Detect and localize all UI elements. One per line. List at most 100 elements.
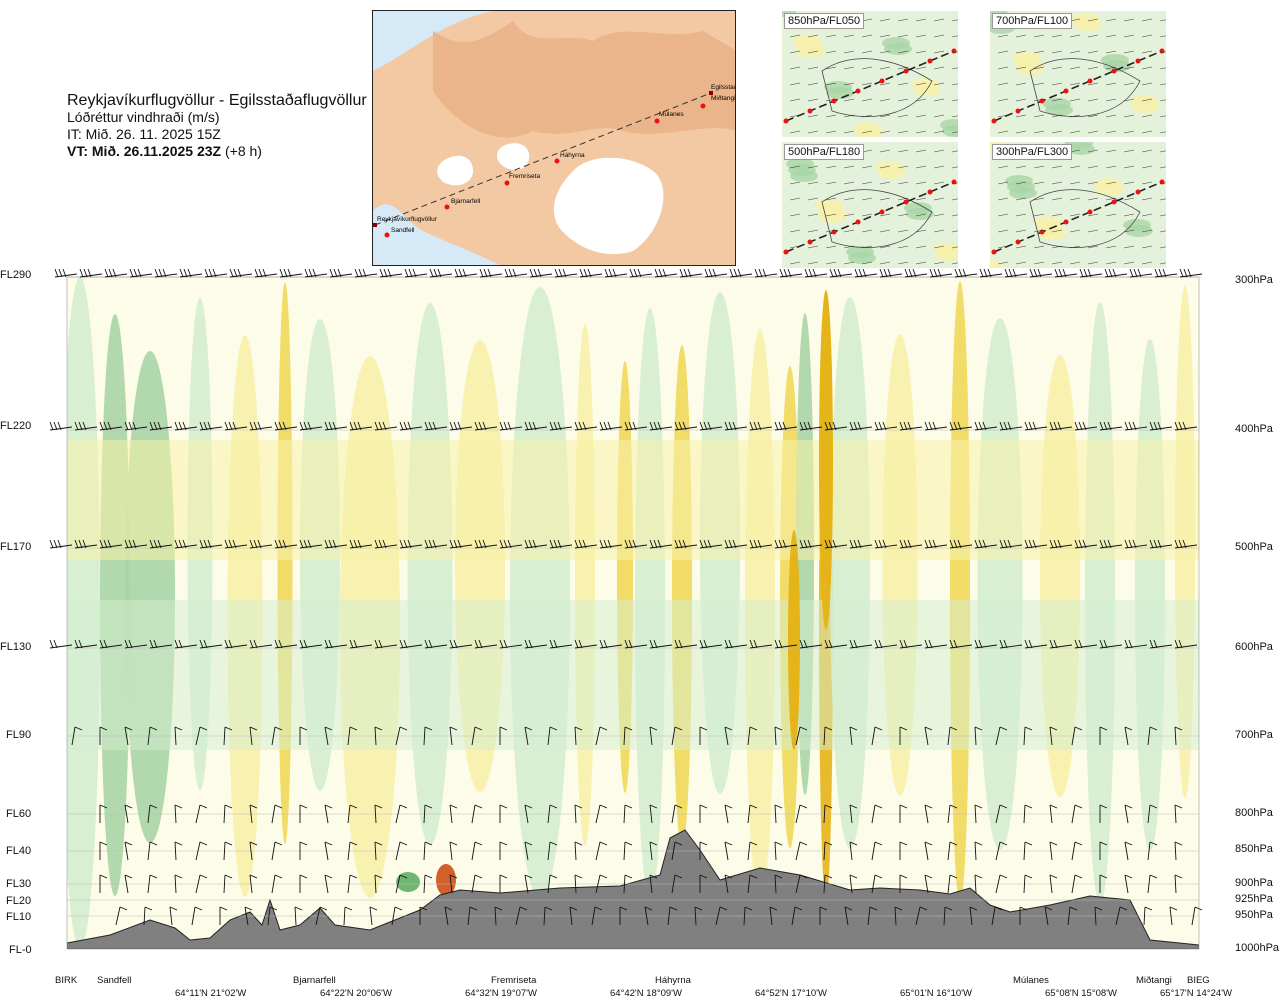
wind-barb-feather [499, 874, 508, 879]
wind-barb-feather [774, 639, 779, 649]
wind-barb [924, 726, 933, 746]
wind-barb [774, 639, 798, 649]
wind-barb-shaft [924, 644, 948, 649]
wind-barb-shaft [349, 644, 373, 649]
thumb-wind-barb [933, 229, 945, 233]
hpa-label-300: 300hPa [1235, 274, 1273, 286]
wind-barb [974, 726, 983, 746]
wind-barb-feather [894, 906, 903, 911]
coordinate-label-4: 64°42'N 18°09'W [610, 988, 682, 999]
wind-barb-shaft [224, 644, 248, 649]
wind-barb [219, 906, 228, 925]
wind-barb-shaft [749, 544, 773, 549]
thumb-wind-barb [879, 82, 891, 86]
wind-barb [99, 421, 123, 431]
wind-barb [147, 874, 158, 894]
wind-barb [871, 874, 883, 894]
thumb-wind-barb [861, 50, 873, 54]
wind-barb-feather [224, 421, 229, 431]
wind-barb [1071, 726, 1083, 746]
wind-barb [774, 726, 783, 746]
wind-barb-feather [1157, 421, 1162, 431]
wind-barb-feather [733, 268, 738, 278]
wind-barb-shaft [271, 726, 276, 746]
wind-barb-feather [753, 539, 758, 549]
thumb-wind-barb [1069, 261, 1081, 265]
wind-barb-feather [649, 841, 658, 846]
location-label-midtangi: Miðtangi [1136, 975, 1172, 986]
wind-barb-shaft [1049, 841, 1053, 861]
wind-barb-shaft [574, 874, 577, 894]
wind-barb-feather [837, 268, 842, 278]
wind-barb-feather [299, 726, 308, 731]
wind-barb-feather [1183, 268, 1188, 278]
thumb-wind-barb [915, 149, 927, 153]
wind-barb-shaft [604, 273, 628, 278]
wind-barb-feather [129, 268, 134, 278]
wind-barb-shaft [549, 544, 573, 549]
thumb-wind-barb [861, 34, 873, 38]
wind-barb-shaft [124, 426, 148, 431]
wind-barb-shaft [1149, 644, 1173, 649]
wind-barb-feather [458, 268, 463, 278]
thumb-wind-barb [879, 197, 891, 201]
thumb-field-patch [933, 243, 958, 255]
wind-barb-feather [299, 539, 304, 549]
wind-barb [1094, 906, 1103, 926]
wind-barb-feather [1107, 539, 1112, 549]
wind-barb [874, 421, 898, 431]
thumb-wind-barb [933, 149, 945, 153]
wind-barb [149, 421, 173, 431]
wind-barb-feather [353, 539, 358, 549]
thumb-wind-barb [997, 66, 1009, 70]
wind-barb-shaft [429, 273, 453, 278]
wind-barb-shaft [271, 841, 276, 861]
wind-barb-feather [974, 804, 983, 809]
wind-barb-feather [753, 421, 758, 431]
wind-barb-feather [657, 421, 662, 431]
wind-barb-shaft [404, 273, 428, 278]
wind-barb [624, 639, 648, 649]
wind-barb-shaft [471, 841, 476, 861]
wind-barb-feather [53, 539, 58, 549]
wind-barb-shaft [74, 544, 98, 549]
wind-barb-feather [374, 639, 379, 649]
wind-barb-feather [778, 539, 783, 549]
wind-barb-feather [1078, 539, 1083, 549]
wind-barb-shaft [1024, 544, 1048, 549]
thumb-wind-barb [789, 114, 801, 118]
wind-barb [223, 804, 233, 824]
wind-barb-feather [807, 421, 812, 431]
wind-barb-feather [678, 539, 683, 549]
wind-barb-feather [449, 539, 454, 549]
wind-barb [904, 268, 928, 278]
thumb-wind-barb [915, 213, 927, 217]
wind-barb-feather [924, 841, 933, 846]
thumb-wind-barb [933, 165, 945, 169]
wind-barb [1099, 726, 1108, 745]
wind-barb-feather [1024, 874, 1033, 879]
thumb-wind-barb [1015, 34, 1027, 38]
thumb-route-point [1111, 68, 1117, 74]
wind-barb-feather [557, 539, 562, 549]
thumb-wind-barb [789, 98, 801, 102]
wind-barb-feather [479, 268, 484, 278]
wind-barb [924, 874, 933, 894]
fl-label-20: FL20 [6, 895, 32, 907]
wind-barb [1174, 804, 1183, 824]
wind-barb-shaft [147, 804, 151, 824]
wind-barb [71, 726, 83, 746]
thumb-wind-barb [1087, 245, 1099, 249]
wind-barb-feather [987, 268, 992, 278]
thumb-route-point [855, 219, 861, 225]
wind-barb [324, 726, 333, 746]
fl-label-220: FL220 [0, 420, 32, 432]
wind-barb-shaft [724, 874, 729, 894]
wind-barb [947, 874, 958, 894]
wind-barb-feather [278, 539, 283, 549]
wind-barb [124, 841, 133, 861]
wind-barb-shaft [244, 906, 249, 926]
wind-barb [649, 874, 658, 894]
wind-barb-feather [644, 906, 653, 911]
wind-barb-feather [462, 268, 467, 278]
